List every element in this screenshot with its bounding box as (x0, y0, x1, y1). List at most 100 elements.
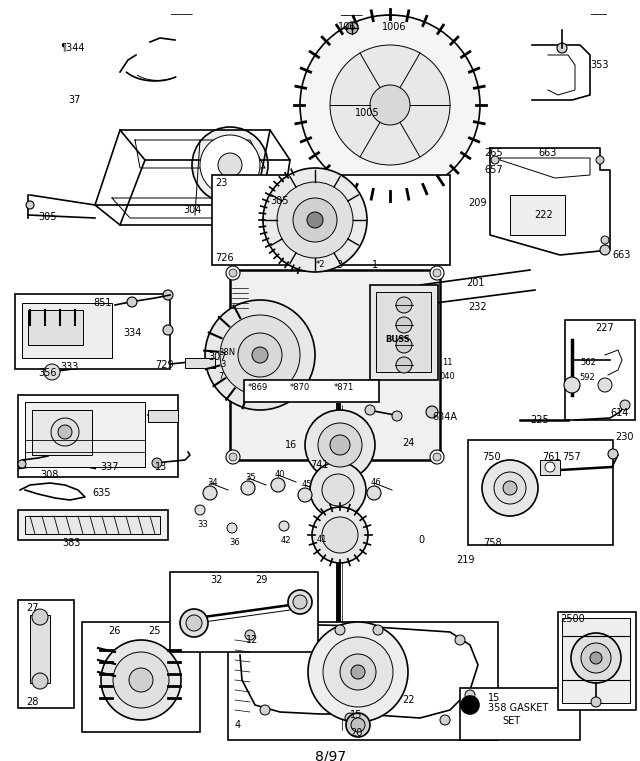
Bar (370, 285, 438, 380)
Text: 209: 209 (468, 198, 486, 208)
Circle shape (127, 297, 137, 307)
Text: 663: 663 (538, 148, 556, 158)
Circle shape (241, 481, 255, 495)
Circle shape (346, 713, 370, 737)
Circle shape (433, 453, 441, 461)
Text: 27: 27 (26, 603, 38, 613)
Text: *869: *869 (248, 383, 268, 392)
Text: 106: 106 (338, 22, 356, 32)
Circle shape (315, 520, 325, 530)
Circle shape (335, 625, 345, 635)
Text: 726: 726 (215, 253, 234, 263)
Circle shape (396, 317, 412, 333)
Text: 222: 222 (534, 210, 553, 220)
Circle shape (370, 85, 410, 125)
Text: 308: 308 (40, 470, 58, 480)
Circle shape (396, 357, 412, 373)
Circle shape (545, 462, 555, 472)
Bar (230, 270, 440, 460)
Text: 40: 40 (275, 470, 285, 479)
Text: 37: 37 (68, 95, 81, 105)
Text: *870: *870 (290, 383, 310, 392)
Text: 383: 383 (62, 538, 81, 548)
Text: *2: *2 (316, 260, 326, 269)
Text: 36: 36 (229, 538, 240, 547)
Text: 16: 16 (285, 440, 297, 450)
Circle shape (426, 406, 438, 418)
Text: 333: 333 (60, 362, 78, 372)
Circle shape (293, 198, 337, 242)
Text: 758: 758 (483, 538, 502, 548)
Circle shape (322, 517, 358, 553)
Bar (18, 395, 178, 477)
Text: 29: 29 (255, 575, 268, 585)
Text: 334: 334 (123, 328, 141, 338)
Circle shape (260, 705, 270, 715)
Circle shape (129, 668, 153, 692)
Text: 8/97: 8/97 (315, 750, 346, 761)
Circle shape (229, 453, 237, 461)
Circle shape (293, 595, 307, 609)
Circle shape (227, 523, 237, 533)
Circle shape (318, 423, 362, 467)
Text: 230: 230 (615, 432, 634, 442)
Bar (212, 175, 450, 265)
Text: *871: *871 (334, 383, 355, 392)
Bar (25, 516, 160, 534)
Bar (25, 402, 145, 467)
Text: 337: 337 (100, 462, 118, 472)
Text: 356: 356 (38, 368, 56, 378)
Circle shape (365, 405, 375, 415)
Text: 353: 353 (590, 60, 609, 70)
Text: SET: SET (502, 716, 520, 726)
Circle shape (482, 460, 538, 516)
Bar (82, 622, 200, 732)
Bar (15, 294, 170, 369)
Circle shape (298, 488, 312, 502)
Text: 729: 729 (155, 360, 173, 370)
Text: 3: 3 (220, 360, 225, 369)
Circle shape (152, 458, 162, 468)
Circle shape (308, 622, 408, 722)
Text: 3: 3 (336, 260, 342, 270)
Text: 41: 41 (317, 535, 328, 544)
Circle shape (351, 665, 365, 679)
Text: 232: 232 (468, 302, 486, 312)
Circle shape (192, 127, 268, 203)
Circle shape (163, 290, 173, 300)
Circle shape (113, 652, 169, 708)
Text: 761: 761 (542, 452, 561, 462)
Text: 265: 265 (484, 148, 502, 158)
Circle shape (323, 637, 393, 707)
Text: 757: 757 (562, 452, 580, 462)
Circle shape (367, 486, 381, 500)
Bar (170, 572, 318, 652)
Circle shape (351, 718, 365, 732)
Circle shape (346, 22, 358, 34)
Circle shape (571, 633, 621, 683)
Bar (22, 303, 112, 358)
Circle shape (101, 640, 181, 720)
Bar (468, 440, 613, 545)
Circle shape (340, 654, 376, 690)
Circle shape (305, 410, 375, 480)
Text: 33: 33 (197, 520, 208, 529)
Text: 1: 1 (372, 260, 378, 270)
Circle shape (58, 425, 72, 439)
Circle shape (245, 630, 255, 640)
Circle shape (238, 333, 282, 377)
Circle shape (465, 690, 475, 700)
Text: 305: 305 (38, 212, 56, 222)
Text: 25: 25 (148, 626, 161, 636)
Text: 11: 11 (442, 358, 452, 367)
Circle shape (180, 609, 208, 637)
Circle shape (195, 505, 205, 515)
Text: 750: 750 (482, 452, 500, 462)
Circle shape (277, 182, 353, 258)
Circle shape (598, 378, 612, 392)
Circle shape (430, 450, 444, 464)
Circle shape (330, 435, 350, 455)
Circle shape (220, 315, 300, 395)
Text: 851: 851 (93, 298, 111, 308)
Circle shape (312, 507, 368, 563)
